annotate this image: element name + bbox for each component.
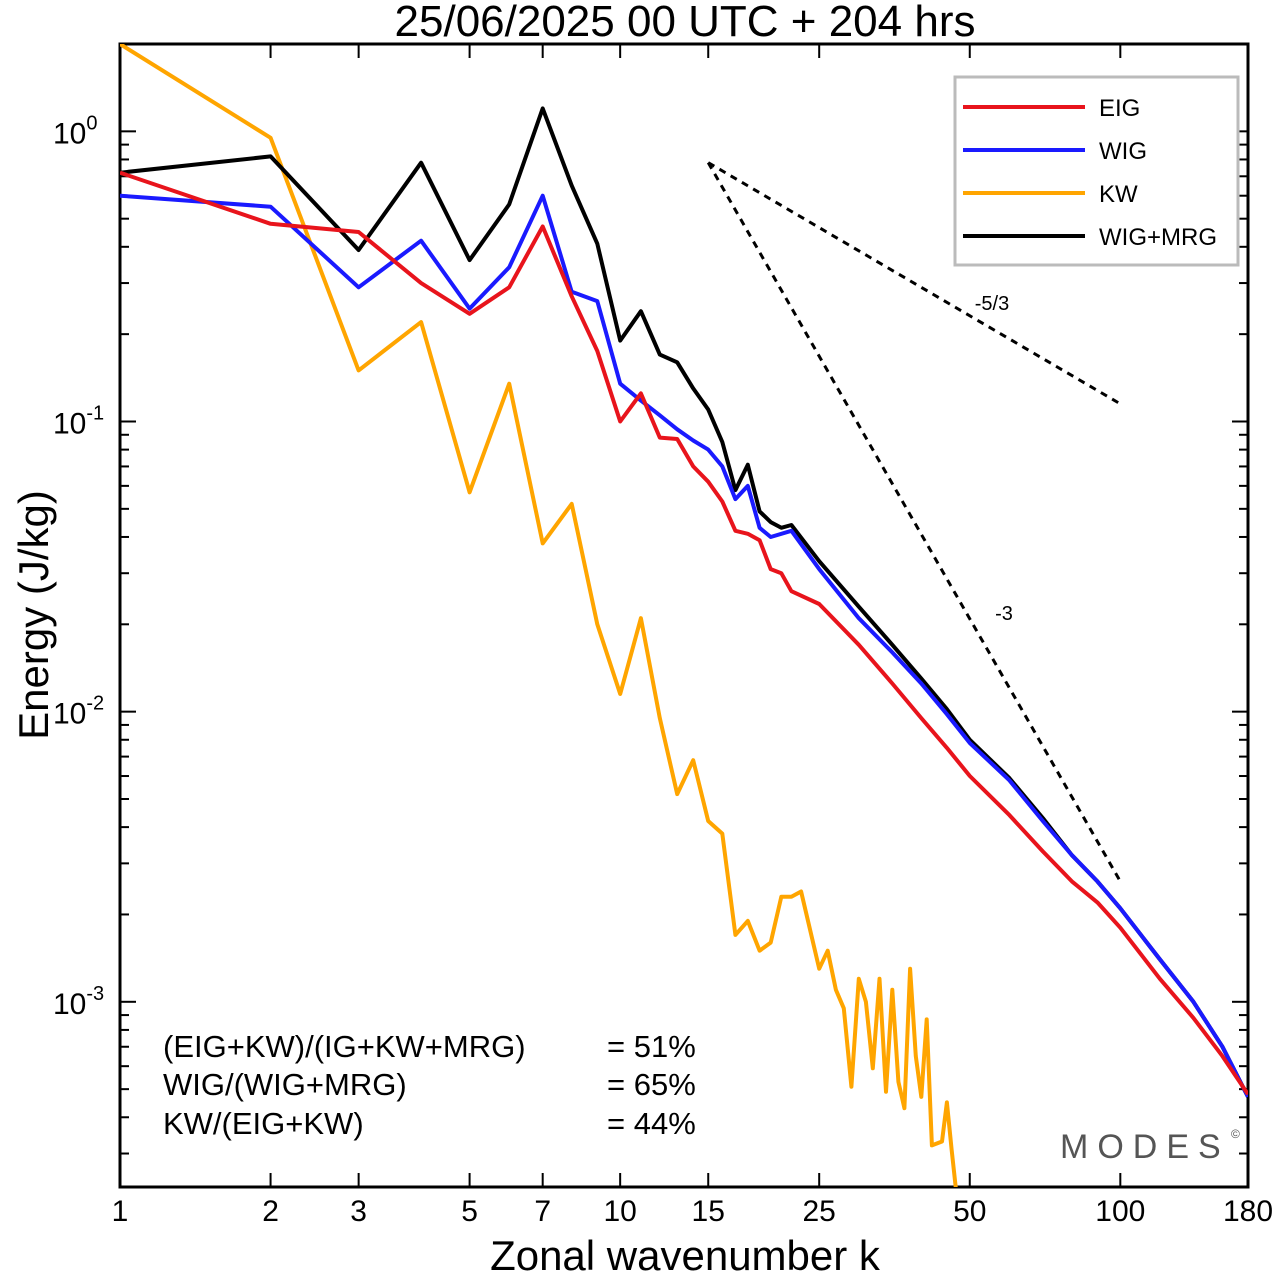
reference-slope-lines (706, 161, 1122, 883)
stat-value-2: = 65% (607, 1067, 696, 1102)
x-tick-label: 2 (262, 1195, 279, 1228)
y-tick-label: 10-1 (53, 402, 104, 440)
y-axis-label: Energy (J/kg) (10, 490, 57, 740)
series-line-eig (120, 170, 1248, 1096)
y-tick-label: 10-2 (53, 693, 104, 731)
x-tick-labels: 1 2 3 5 7 10 15 25 50 100 180 (112, 1195, 1273, 1228)
x-tick-label: 1 (112, 1195, 129, 1228)
plot-frame (118, 42, 1250, 1189)
x-tick-label: 100 (1095, 1195, 1145, 1228)
stat-value-1: = 51% (607, 1029, 696, 1064)
legend: EIG WIG KW WIG+MRG (953, 75, 1240, 267)
x-tick-label: 3 (350, 1195, 367, 1228)
legend-label: EIG (1099, 95, 1140, 122)
x-tick-label: 25 (803, 1195, 836, 1228)
series-lines (120, 44, 1248, 1187)
legend-label: KW (1099, 181, 1138, 208)
x-tick-label: 5 (461, 1195, 478, 1228)
stat-value-3: = 44% (607, 1106, 696, 1141)
reference-line-minus-three (706, 161, 1122, 883)
x-tick-label: 180 (1223, 1195, 1273, 1228)
y-tick-label: 100 (53, 112, 98, 150)
modes-logo: MODES (1060, 1128, 1230, 1166)
y-tick-labels: 100 10-1 10-2 10-3 (53, 112, 104, 1020)
stat-label-3: KW/(EIG+KW) (163, 1106, 364, 1141)
slope-label-minus-five-thirds: -5/3 (975, 293, 1009, 315)
x-tick-label: 15 (692, 1195, 725, 1228)
x-tick-label: 10 (603, 1195, 636, 1228)
y-tick-label: 10-3 (53, 983, 104, 1021)
legend-label: WIG+MRG (1099, 224, 1217, 251)
series-line-kw (120, 44, 958, 1187)
x-axis-label: Zonal wavenumber k (490, 1232, 881, 1279)
copyright-mark: © (1231, 1127, 1240, 1141)
x-tick-label: 7 (534, 1195, 551, 1228)
stats-annotation: (EIG+KW)/(IG+KW+MRG) = 51% WIG/(WIG+MRG)… (163, 1029, 696, 1141)
x-tick-label: 50 (953, 1195, 986, 1228)
series-line-wig (120, 193, 1248, 1098)
slope-label-minus-three: -3 (995, 603, 1013, 625)
chart-title: 25/06/2025 00 UTC + 204 hrs (395, 0, 976, 46)
legend-label: WIG (1099, 138, 1147, 165)
stat-label-2: WIG/(WIG+MRG) (163, 1067, 407, 1102)
stat-label-1: (EIG+KW)/(IG+KW+MRG) (163, 1029, 526, 1064)
reference-line-minus-five-thirds (707, 161, 1122, 406)
